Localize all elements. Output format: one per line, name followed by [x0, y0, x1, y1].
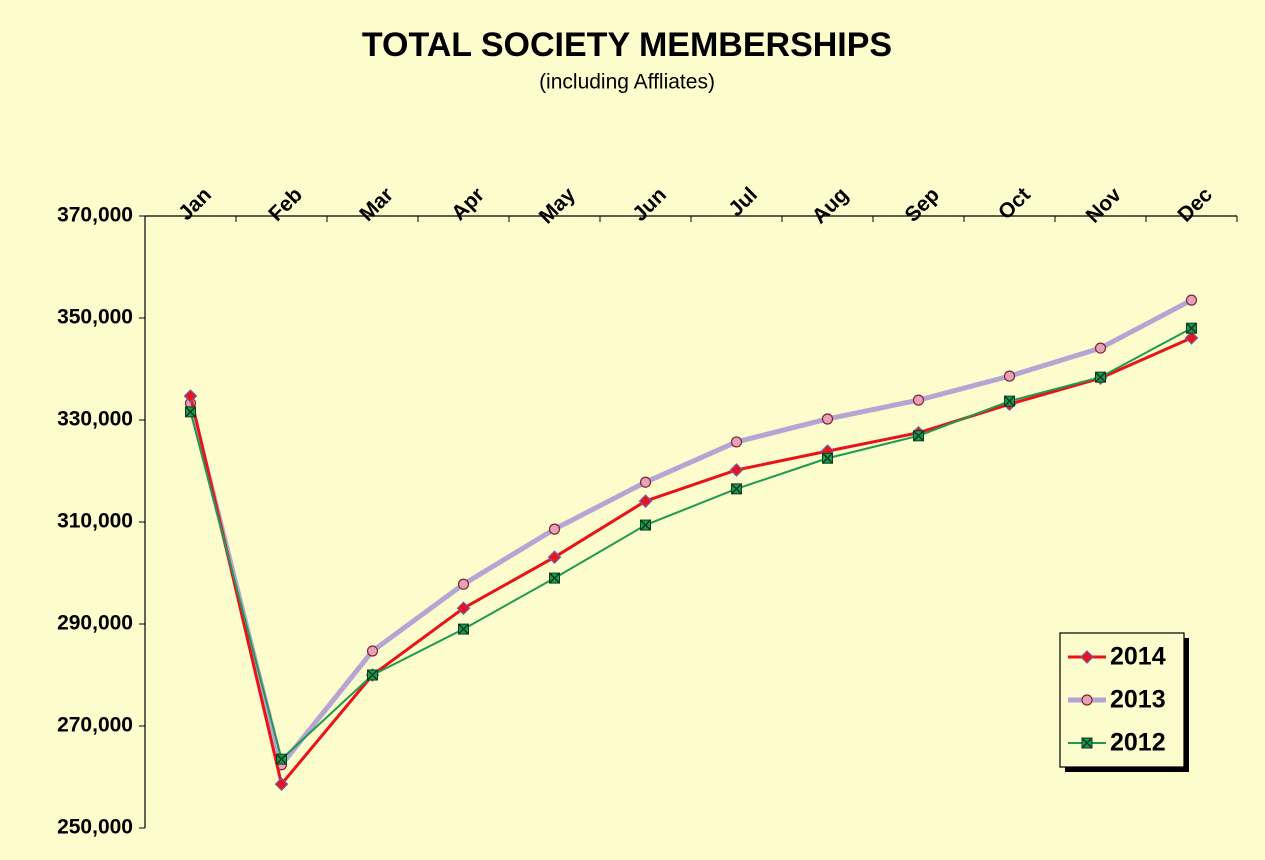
y-tick-label: 290,000	[57, 612, 133, 635]
chart-subtitle: (including Affliates)	[539, 71, 715, 94]
series-line	[188, 297, 1193, 768]
marker	[184, 406, 197, 418]
legend-label: 2014	[1110, 643, 1166, 671]
marker-cross	[1003, 395, 1016, 407]
marker	[912, 430, 925, 442]
marker	[183, 389, 198, 403]
marker	[639, 519, 652, 531]
legend-label: 2013	[1110, 686, 1166, 714]
marker	[366, 669, 379, 681]
marker	[275, 753, 288, 765]
marker-cross	[730, 483, 743, 495]
y-tick-label: 330,000	[57, 408, 133, 431]
marker-cross	[548, 572, 561, 584]
series-line	[189, 327, 1192, 761]
series-line	[189, 336, 1193, 786]
legend-marker	[1081, 694, 1093, 706]
marker	[1003, 395, 1016, 407]
marker	[547, 550, 562, 565]
marker-cross	[1081, 737, 1093, 749]
marker	[639, 476, 652, 488]
marker	[366, 645, 379, 657]
marker	[1185, 294, 1198, 306]
legend-marker	[1081, 737, 1093, 749]
marker-cross	[639, 519, 652, 531]
marker	[1003, 370, 1016, 382]
marker	[1185, 322, 1198, 334]
marker	[1184, 331, 1199, 345]
y-tick-label: 270,000	[57, 714, 133, 737]
marker	[274, 777, 289, 791]
marker	[730, 436, 743, 448]
marker	[457, 623, 470, 635]
marker	[730, 483, 743, 495]
marker-cross	[184, 406, 197, 418]
marker	[638, 494, 653, 508]
marker-cross	[912, 430, 925, 442]
marker-cross	[275, 753, 288, 765]
marker	[1094, 342, 1107, 354]
marker	[548, 572, 561, 584]
marker-cross	[457, 623, 470, 635]
marker-cross	[366, 669, 379, 681]
marker-cross	[821, 452, 834, 464]
legend-label: 2012	[1110, 729, 1166, 757]
legend-marker	[1080, 650, 1094, 664]
marker	[729, 463, 744, 477]
marker-cross	[1185, 322, 1198, 334]
marker	[1094, 371, 1107, 383]
marker	[548, 523, 561, 535]
marker	[912, 394, 925, 406]
marker	[457, 578, 470, 590]
y-tick-label: 310,000	[57, 510, 133, 533]
marker	[821, 413, 834, 425]
marker	[821, 452, 834, 464]
chart-title: TOTAL SOCIETY MEMBERSHIPS	[362, 26, 892, 64]
y-tick-label: 250,000	[57, 816, 133, 839]
y-tick-label: 350,000	[57, 306, 133, 329]
y-tick-label: 370,000	[57, 204, 133, 227]
marker-cross	[1094, 371, 1107, 383]
marker	[456, 601, 471, 616]
